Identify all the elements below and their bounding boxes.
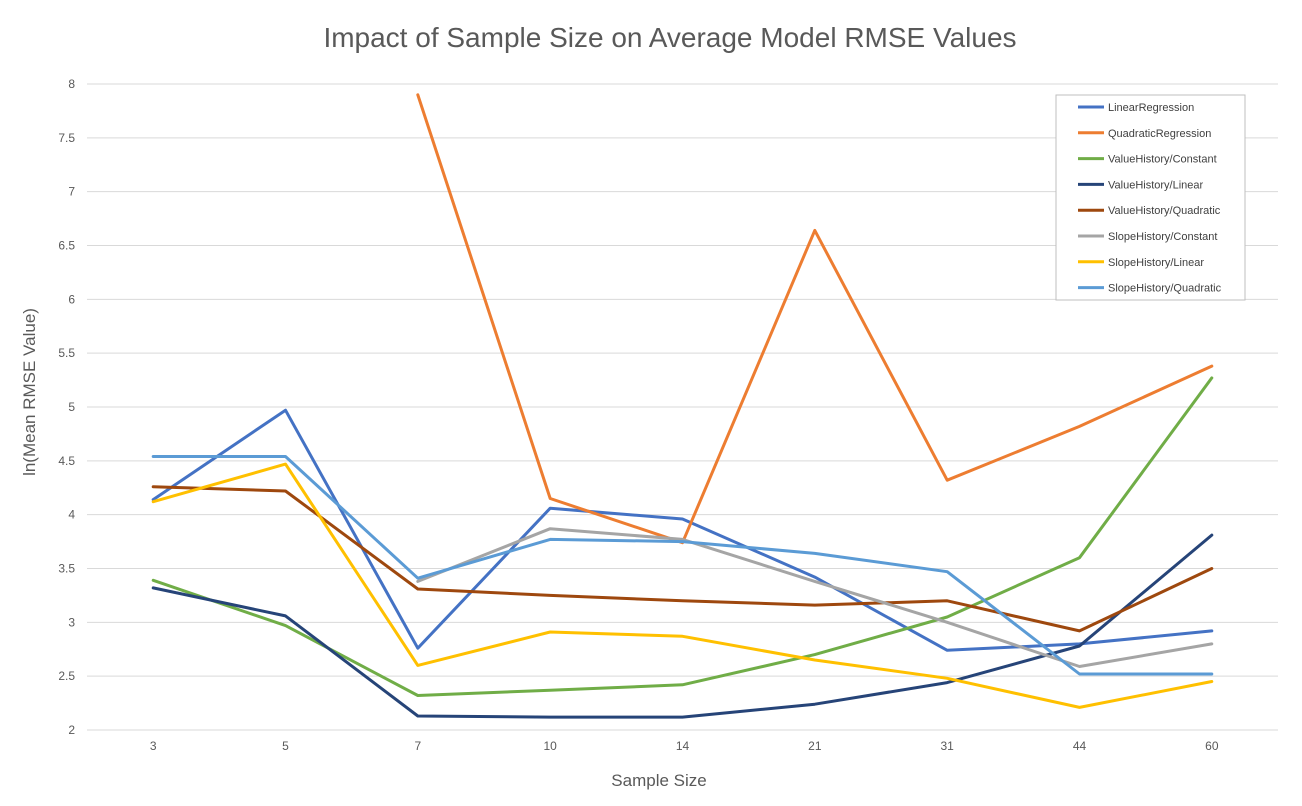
series-line-slopehistory-linear (151, 462, 1214, 709)
series-line-valuehistory-linear (151, 533, 1214, 719)
chart-title: Impact of Sample Size on Average Model R… (323, 22, 1016, 53)
x-axis-ticks: 3 5 7 10 14 21 31 44 60 (150, 739, 1219, 753)
legend-label: SlopeHistory/Linear (1108, 257, 1204, 269)
y-tick-label: 5 (68, 400, 75, 414)
series-line-valuehistory-constant (151, 376, 1214, 697)
y-axis-title: ln(Mean RMSE Value) (20, 308, 39, 476)
x-tick-label: 14 (676, 739, 690, 753)
x-tick-label: 10 (543, 739, 557, 753)
x-tick-label: 21 (808, 739, 822, 753)
series-line-linearregression (151, 408, 1214, 652)
x-axis-title: Sample Size (611, 771, 706, 790)
legend-label: ValueHistory/Constant (1108, 154, 1217, 166)
series-line-slopehistory-quadratic (151, 455, 1214, 676)
y-tick-label: 7 (68, 185, 75, 199)
legend-label: SlopeHistory/Constant (1108, 231, 1217, 243)
y-tick-label: 4.5 (58, 454, 75, 468)
y-tick-label: 3.5 (58, 562, 75, 576)
legend-box (1055, 94, 1246, 301)
legend-label: ValueHistory/Linear (1108, 179, 1204, 191)
legend-label: ValueHistory/Quadratic (1108, 205, 1221, 217)
y-tick-label: 2 (68, 723, 75, 737)
x-tick-label: 31 (940, 739, 954, 753)
legend: LinearRegression QuadraticRegression Value… (1055, 94, 1246, 301)
series-line-quadraticregression (416, 93, 1214, 545)
x-tick-label: 44 (1073, 739, 1087, 753)
x-tick-label: 7 (414, 739, 421, 753)
legend-items: LinearRegression QuadraticRegression Value… (1078, 102, 1222, 295)
y-tick-label: 6.5 (58, 239, 75, 253)
x-tick-label: 60 (1205, 739, 1219, 753)
y-tick-label: 8 (68, 77, 75, 91)
y-tick-label: 7.5 (58, 131, 75, 145)
y-axis-ticks: 2 2.5 3 3.5 4 4.5 5 5.5 6 6.5 7 7.5 8 (58, 77, 75, 737)
legend-label: LinearRegression (1108, 102, 1194, 114)
legend-label: SlopeHistory/Quadratic (1108, 283, 1222, 295)
series-lines (151, 93, 1214, 719)
series-line-slopehistory-constant (416, 527, 1214, 668)
y-tick-label: 2.5 (58, 669, 75, 683)
x-tick-label: 5 (282, 739, 289, 753)
x-tick-label: 3 (150, 739, 157, 753)
y-tick-label: 4 (68, 508, 75, 522)
y-tick-label: 5.5 (58, 346, 75, 360)
y-tick-label: 3 (68, 615, 75, 629)
legend-label: QuadraticRegression (1108, 128, 1211, 140)
y-tick-label: 6 (68, 292, 75, 306)
series-line-valuehistory-quadratic (151, 485, 1214, 633)
